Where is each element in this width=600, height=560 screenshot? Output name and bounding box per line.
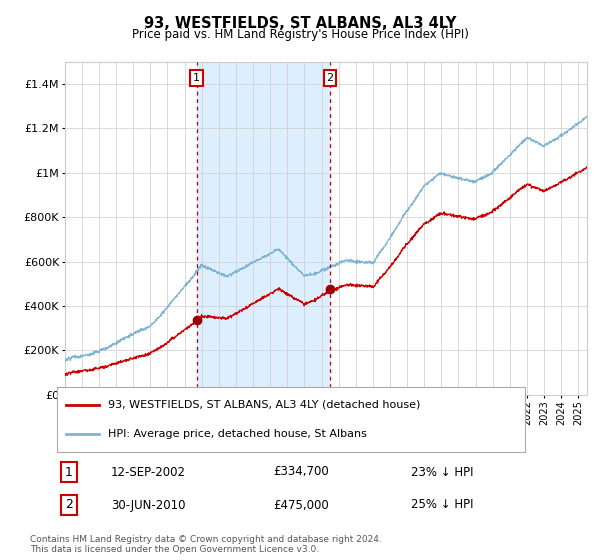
Text: 1: 1 bbox=[193, 73, 200, 83]
Text: 1: 1 bbox=[65, 465, 73, 478]
Text: £475,000: £475,000 bbox=[273, 498, 329, 511]
Text: Contains HM Land Registry data © Crown copyright and database right 2024.
This d: Contains HM Land Registry data © Crown c… bbox=[30, 535, 382, 554]
Text: 2: 2 bbox=[326, 73, 334, 83]
Text: 93, WESTFIELDS, ST ALBANS, AL3 4LY: 93, WESTFIELDS, ST ALBANS, AL3 4LY bbox=[144, 16, 456, 31]
Text: 2: 2 bbox=[65, 498, 73, 511]
Text: 25% ↓ HPI: 25% ↓ HPI bbox=[411, 498, 473, 511]
Text: Price paid vs. HM Land Registry's House Price Index (HPI): Price paid vs. HM Land Registry's House … bbox=[131, 28, 469, 41]
Text: £334,700: £334,700 bbox=[273, 465, 329, 478]
Text: 93, WESTFIELDS, ST ALBANS, AL3 4LY (detached house): 93, WESTFIELDS, ST ALBANS, AL3 4LY (deta… bbox=[109, 399, 421, 409]
Text: 23% ↓ HPI: 23% ↓ HPI bbox=[411, 465, 473, 478]
Text: 30-JUN-2010: 30-JUN-2010 bbox=[111, 498, 185, 511]
Text: 12-SEP-2002: 12-SEP-2002 bbox=[111, 465, 186, 478]
Text: HPI: Average price, detached house, St Albans: HPI: Average price, detached house, St A… bbox=[109, 430, 367, 440]
Bar bbox=[197, 62, 330, 395]
